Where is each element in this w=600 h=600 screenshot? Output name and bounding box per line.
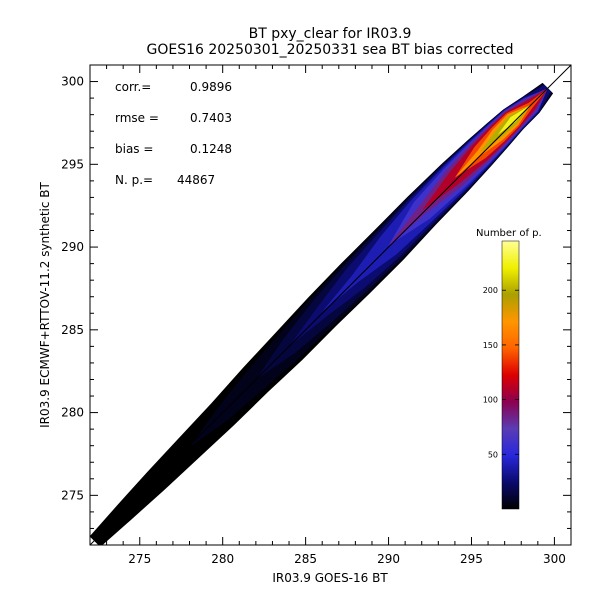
stat-label: rmse = <box>115 111 159 125</box>
x-axis-label: IR03.9 GOES-16 BT <box>272 571 388 585</box>
y-tick-label: 300 <box>61 75 84 89</box>
stat-value: 0.1248 <box>190 142 232 156</box>
stat-value: 0.7403 <box>190 111 232 125</box>
stat-value: 0.9896 <box>190 80 232 94</box>
chart-subtitle: GOES16 20250301_20250331 sea BT bias cor… <box>147 42 514 58</box>
x-tick-label: 280 <box>211 552 234 566</box>
colorbar-tick-label: 50 <box>488 450 498 459</box>
y-axis: 275 280 285 290 295 300 <box>61 64 571 546</box>
y-tick-label: 295 <box>61 157 84 171</box>
chart-title: BT pxy_clear for IR03.9 <box>249 26 412 42</box>
y-axis-label: IR03.9 ECMWF+RTTOV-11.2 synthetic BT <box>38 181 52 427</box>
x-tick-label: 275 <box>128 552 151 566</box>
x-tick-label: 290 <box>377 552 400 566</box>
x-tick-label: 285 <box>294 552 317 566</box>
colorbar-tick-label: 200 <box>483 286 498 295</box>
y-tick-label: 285 <box>61 323 84 337</box>
y-tick-label: 290 <box>61 240 84 254</box>
x-tick-label: 300 <box>543 552 566 566</box>
colorbar-ramp <box>501 240 520 510</box>
colorbar: Number of p. 50 100 150 200 <box>476 228 542 510</box>
x-tick-label: 295 <box>460 552 483 566</box>
plot-frame <box>89 64 572 546</box>
colorbar-tick-label: 150 <box>483 341 498 350</box>
colorbar-tick-label: 100 <box>483 396 498 405</box>
colorbar-title: Number of p. <box>476 228 542 239</box>
stat-value: 44867 <box>177 173 215 187</box>
stat-label: corr.= <box>115 80 151 94</box>
y-tick-label: 280 <box>61 406 84 420</box>
statistics-box: corr.= 0.9896 rmse = 0.7403 bias = 0.1248 N. p… <box>115 80 232 187</box>
identity-line <box>89 64 572 546</box>
x-axis: 275 280 285 290 295 300 <box>89 65 572 566</box>
stat-label: N. p.= <box>115 173 153 187</box>
y-tick-label: 275 <box>61 488 84 502</box>
stat-label: bias = <box>115 142 153 156</box>
